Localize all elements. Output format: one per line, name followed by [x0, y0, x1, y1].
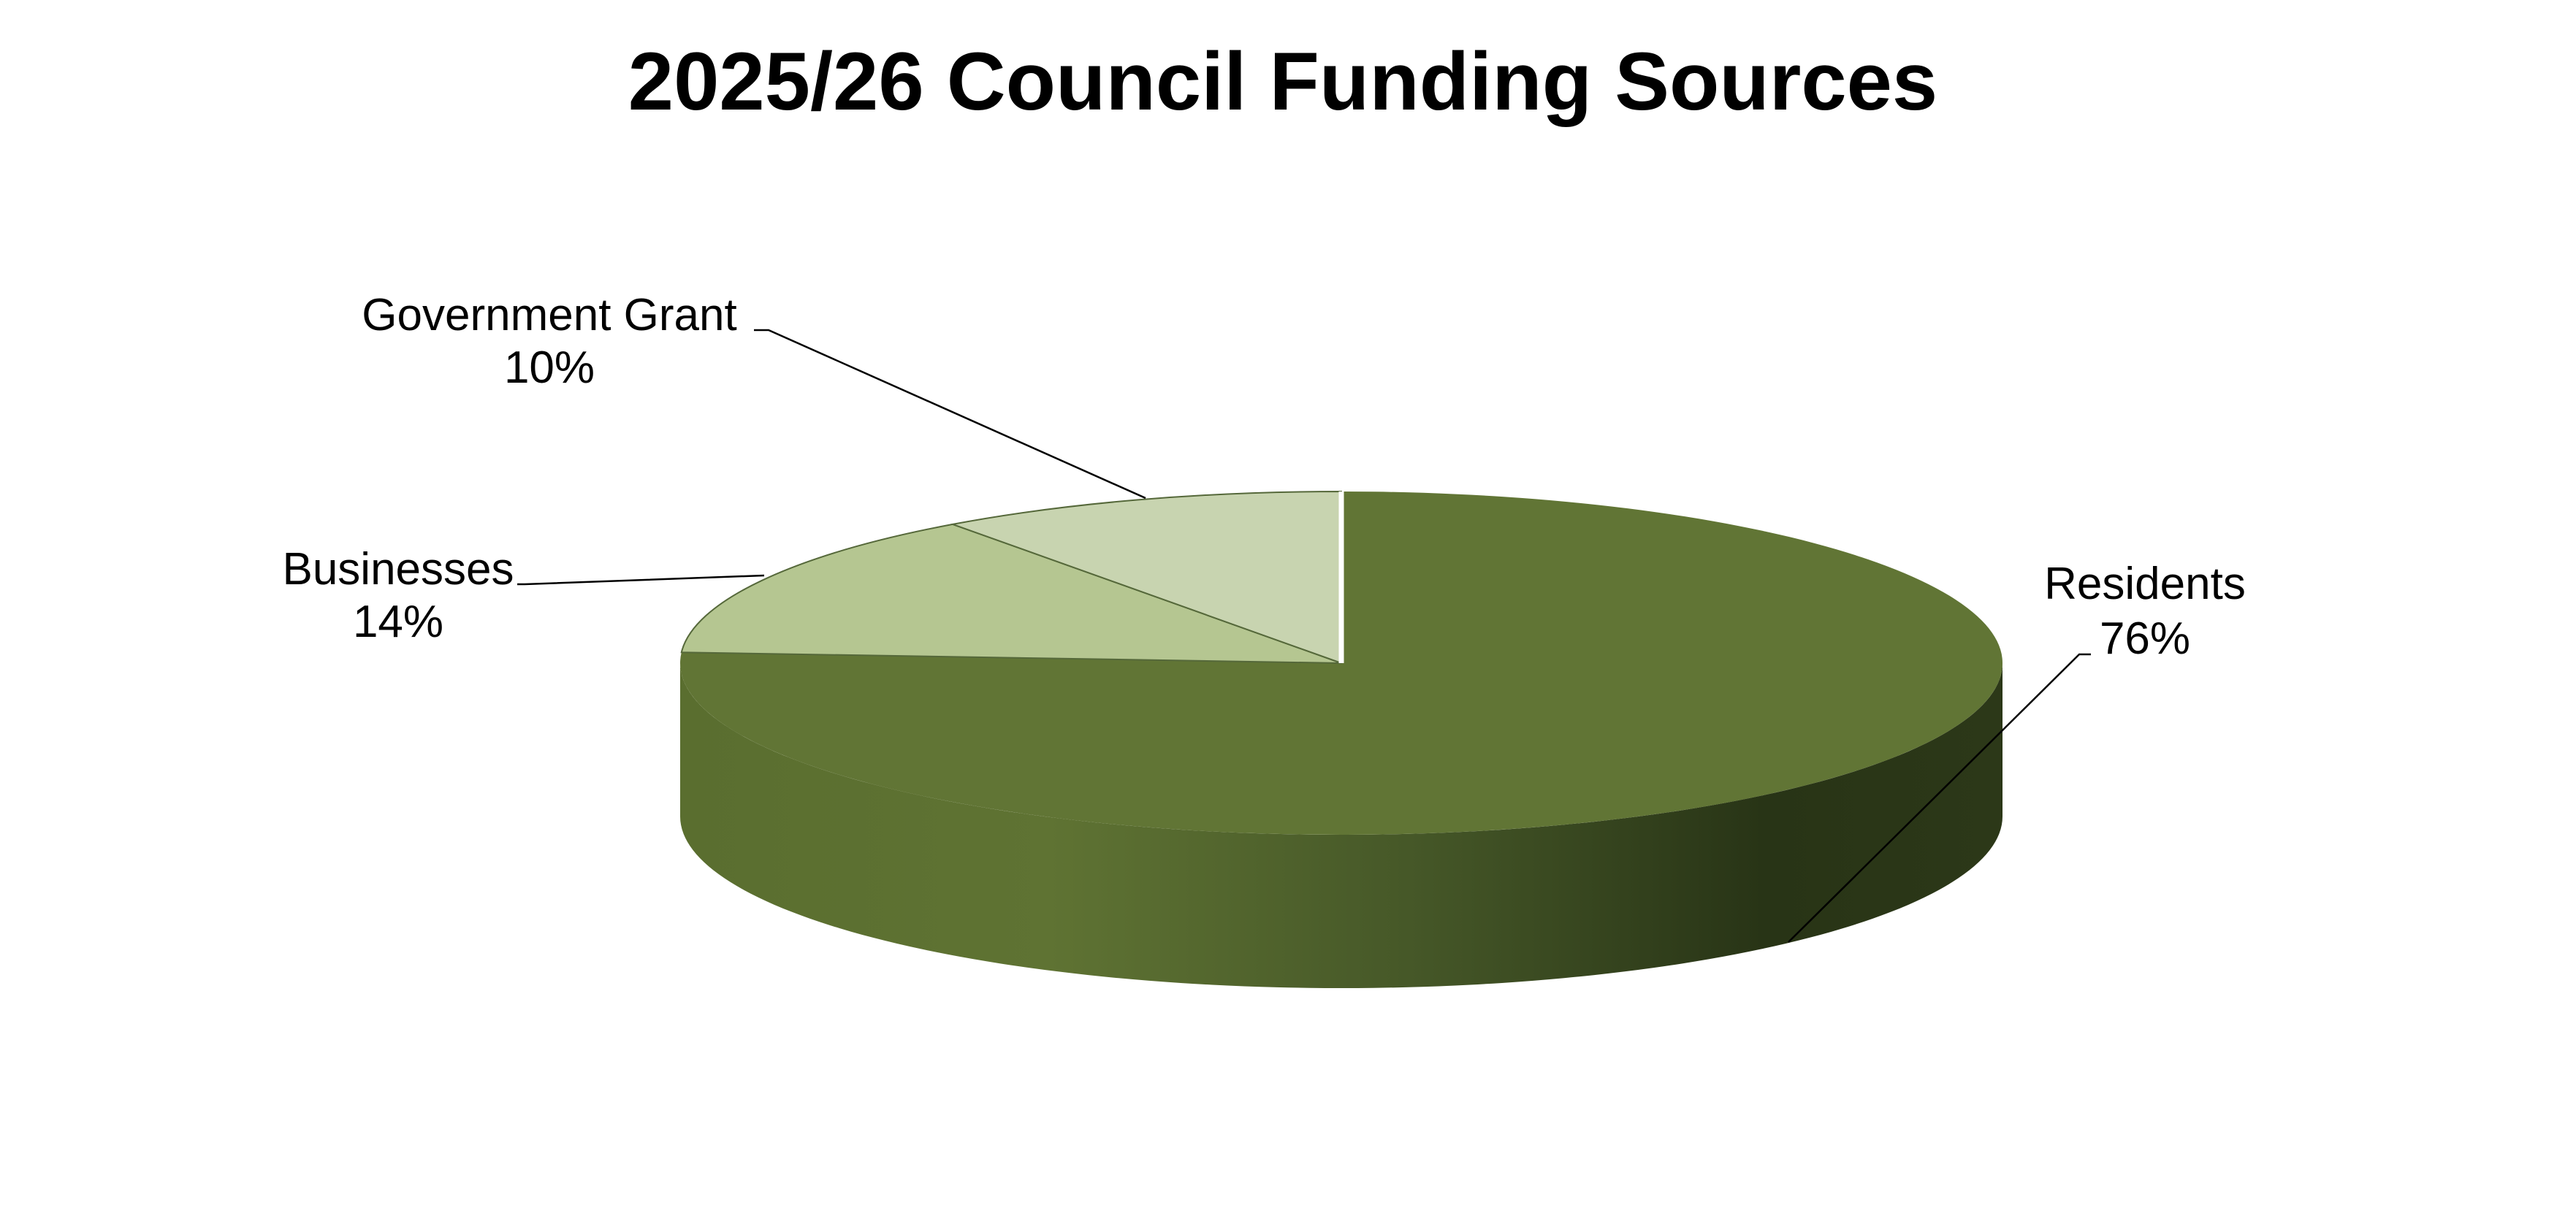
chart-title: 2025/26 Council Funding Sources	[628, 36, 1937, 127]
label-government-grant-name: Government Grant	[362, 290, 736, 340]
leader-line-residents	[1788, 653, 2091, 943]
label-residents-name: Residents	[2044, 559, 2246, 609]
data-label-government-grant: Government Grant 10%	[362, 290, 1146, 500]
leader-line-government-grant	[754, 329, 1146, 500]
label-residents-value: 76%	[2100, 613, 2190, 664]
data-label-residents: Residents 76%	[1788, 559, 2246, 943]
pie-side-wall	[680, 663, 2003, 988]
data-label-businesses: Businesses 14%	[282, 544, 765, 647]
leader-line-businesses	[517, 574, 765, 586]
label-government-grant-value: 10%	[504, 343, 595, 393]
label-businesses-name: Businesses	[282, 544, 514, 594]
label-businesses-value: 14%	[353, 597, 443, 647]
pie-slice-government-grant	[950, 490, 1342, 665]
pie-group	[680, 490, 2003, 988]
pie-slice-businesses	[680, 523, 1342, 664]
